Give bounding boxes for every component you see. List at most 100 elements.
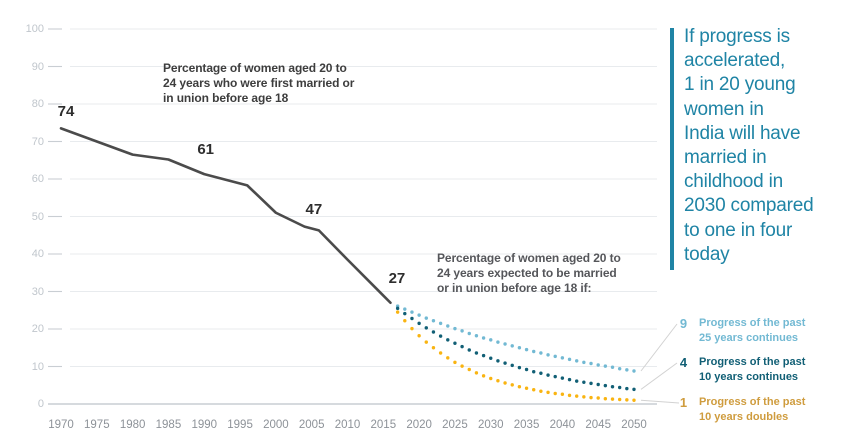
projection-dot: [617, 367, 622, 371]
projection-dot: [560, 356, 565, 360]
projection-dot: [560, 392, 565, 396]
projection-dot: [632, 369, 636, 373]
projection-dot: [553, 374, 557, 379]
historical-series-annotation: Percentage of women aged 20 to 24 years …: [163, 61, 355, 105]
projection-dot: [496, 359, 500, 363]
projection-dot: [496, 379, 500, 383]
projection-dot: [474, 334, 479, 338]
legend-item-progress-25yr-continues: 9 Progress of the past 25 years continue…: [676, 316, 805, 346]
projection-dot: [610, 385, 615, 389]
projection-dot: [403, 311, 407, 316]
projection-dot: [539, 389, 543, 393]
projection-dot: [417, 321, 421, 326]
y-axis-label: 0: [37, 398, 44, 410]
y-axis-label: 50: [31, 210, 44, 223]
projection-dot: [617, 397, 622, 402]
projection-dot: [575, 359, 579, 363]
x-axis-label: 2025: [442, 419, 468, 431]
data-point-label: 47: [305, 201, 323, 218]
projection-dot: [467, 367, 471, 372]
projection-dot: [603, 397, 608, 401]
projection-dot: [610, 397, 615, 401]
projection-dot: [553, 354, 557, 359]
projection-dot: [567, 393, 572, 398]
x-axis-label: 1975: [84, 419, 110, 431]
projection-dot: [632, 387, 636, 392]
projection-dot: [481, 374, 486, 378]
x-axis-label: 1985: [155, 419, 182, 431]
x-axis-label: 2020: [406, 419, 432, 431]
projection-dot: [503, 342, 507, 346]
x-axis-label: 1990: [191, 419, 218, 431]
projection-dot: [474, 371, 479, 375]
projection-dot: [417, 334, 421, 338]
projection-dot: [453, 360, 457, 365]
projection-dot: [460, 344, 464, 349]
projection-dot: [403, 319, 407, 323]
projection-dot: [438, 334, 443, 338]
projection-dot: [603, 364, 608, 368]
projection-dot: [524, 367, 529, 372]
projection-dot: [610, 365, 615, 369]
historical-line: [59, 127, 392, 305]
projection-dot: [467, 331, 471, 336]
projection-dot: [481, 353, 486, 358]
x-axis-label: 2040: [549, 419, 576, 431]
projection-dot: [589, 361, 593, 366]
projection-dot: [460, 329, 464, 333]
projection-dot: [474, 351, 479, 355]
data-point-label: 61: [197, 141, 215, 158]
projection-dot: [510, 363, 514, 368]
projection-dot: [410, 310, 414, 314]
projection-dot: [446, 338, 450, 342]
projection-dot: [438, 321, 443, 326]
projection-dot: [489, 338, 493, 342]
projection-dot: [481, 336, 486, 340]
projection-dot: [424, 340, 428, 344]
projection-dot: [524, 347, 529, 352]
x-axis-label: 1995: [227, 419, 253, 431]
projection-dot: [532, 349, 536, 354]
projection-dot: [567, 377, 572, 382]
projection-dot: [582, 395, 586, 399]
y-axis-label: 90: [31, 60, 44, 73]
projection-dot: [460, 364, 464, 368]
y-axis-label: 10: [31, 360, 44, 373]
projection-dot: [546, 373, 550, 377]
projection-dot: [424, 326, 428, 330]
projection-dot: [517, 385, 522, 389]
projection-dot: [403, 307, 407, 311]
legend-item-progress-10yr-doubles: 1 Progress of the past 10 years doubles: [676, 395, 805, 425]
legend-end-value: 4: [679, 355, 688, 370]
projection-dot: [438, 351, 443, 355]
x-axis-label: 2030: [477, 419, 504, 431]
projection-dot: [596, 363, 600, 367]
y-axis-label: 70: [31, 135, 44, 148]
projection-dot: [575, 379, 579, 383]
projection-dot: [589, 395, 593, 400]
projection-dot: [431, 319, 436, 323]
projection-dot: [625, 368, 629, 372]
data-point-label: 74: [57, 103, 75, 121]
projection-dot: [589, 381, 593, 386]
legend-item-label: Progress of the past 25 years continues: [699, 317, 806, 344]
projection-dot: [489, 356, 493, 360]
y-axis-label: 100: [25, 23, 44, 35]
projection-dot: [596, 396, 600, 400]
projection-dot: [582, 360, 586, 365]
data-point-label: 27: [388, 270, 406, 287]
projection-series-annotation: Percentage of women aged 20 to 24 years …: [437, 251, 621, 295]
x-axis-label: 2000: [263, 419, 289, 431]
legend-item-progress-10yr-continues: 4 Progress of the past 10 years continue…: [676, 355, 805, 385]
projection-dot: [524, 386, 529, 390]
projection-dot: [539, 371, 543, 375]
projection-dot: [546, 353, 550, 357]
legend-item-label: Progress of the past 10 years continues: [699, 356, 806, 383]
projection-dot: [625, 386, 629, 391]
y-axis-label: 20: [31, 323, 44, 335]
projection-dot: [410, 326, 414, 331]
projection-dot: [446, 324, 450, 328]
projection-dot: [510, 383, 514, 387]
projection-dot: [417, 313, 421, 317]
projection-dot: [453, 341, 457, 345]
